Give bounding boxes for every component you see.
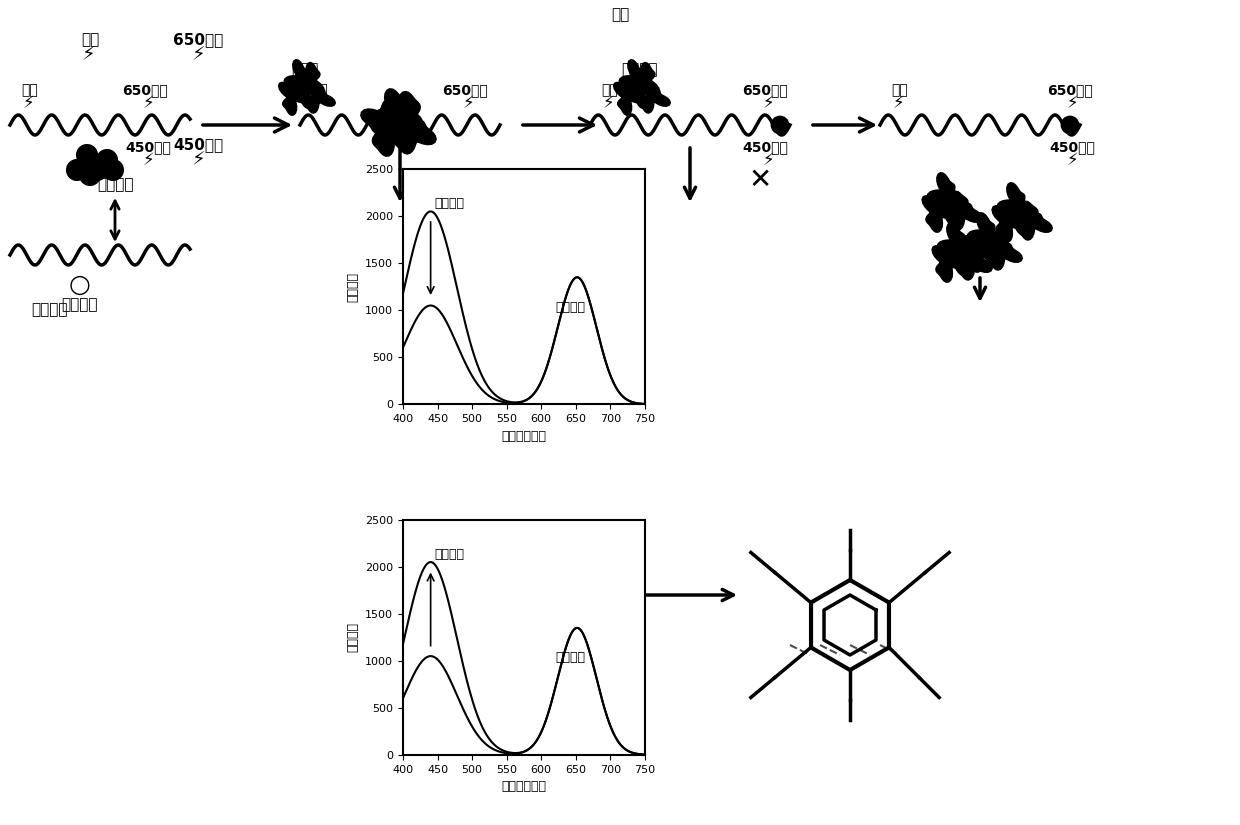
- Polygon shape: [279, 82, 311, 116]
- Text: 铜纳米簇: 铜纳米簇: [556, 652, 585, 664]
- Polygon shape: [931, 191, 968, 225]
- Text: +: +: [72, 165, 82, 175]
- Text: 铜纳米簇: 铜纳米簇: [556, 301, 585, 314]
- Polygon shape: [987, 233, 1022, 270]
- Text: 激发: 激发: [81, 32, 99, 48]
- Text: 450纳米: 450纳米: [172, 138, 223, 153]
- Text: 精氨酸: 精氨酸: [291, 63, 319, 78]
- Polygon shape: [370, 112, 412, 156]
- Text: 碳量子点: 碳量子点: [434, 197, 464, 210]
- Text: 650纳米: 650纳米: [443, 83, 487, 97]
- Polygon shape: [1017, 204, 1053, 240]
- Text: +: +: [82, 150, 92, 160]
- Polygon shape: [997, 182, 1034, 217]
- Text: 激发: 激发: [892, 83, 909, 97]
- Text: ⚡: ⚡: [191, 150, 205, 169]
- Text: -: -: [88, 170, 92, 180]
- Polygon shape: [378, 107, 422, 149]
- Polygon shape: [947, 194, 982, 230]
- Text: ⚡: ⚡: [1066, 151, 1078, 169]
- Polygon shape: [932, 246, 968, 282]
- Polygon shape: [1002, 201, 1038, 235]
- Polygon shape: [373, 89, 418, 131]
- Polygon shape: [393, 110, 436, 154]
- Text: +: +: [103, 155, 112, 165]
- Polygon shape: [361, 99, 403, 143]
- Text: ⚡: ⚡: [603, 94, 614, 112]
- Circle shape: [67, 160, 87, 180]
- Polygon shape: [962, 236, 998, 272]
- Polygon shape: [619, 59, 652, 90]
- Text: ⚡: ⚡: [763, 151, 774, 169]
- Text: 450纳米: 450纳米: [1049, 140, 1095, 154]
- Text: ⚡: ⚡: [143, 151, 154, 169]
- X-axis label: 波长（纳米）: 波长（纳米）: [501, 780, 547, 793]
- Text: +: +: [108, 165, 118, 175]
- Y-axis label: 荧光强度: 荧光强度: [347, 271, 360, 302]
- Circle shape: [81, 165, 100, 185]
- Polygon shape: [624, 78, 656, 108]
- Text: 450纳米: 450纳米: [125, 140, 171, 154]
- Text: 激发: 激发: [611, 7, 629, 22]
- Polygon shape: [284, 59, 317, 90]
- Polygon shape: [941, 241, 978, 276]
- Text: ○: ○: [69, 273, 91, 297]
- Polygon shape: [923, 196, 957, 232]
- Polygon shape: [304, 80, 335, 113]
- Polygon shape: [382, 92, 424, 135]
- Polygon shape: [957, 243, 992, 280]
- Text: 650纳米: 650纳米: [172, 32, 223, 48]
- Text: ⚡: ⚡: [81, 45, 95, 64]
- Text: 650纳米: 650纳米: [122, 83, 167, 97]
- Polygon shape: [293, 63, 325, 95]
- Text: 碳量子点: 碳量子点: [434, 548, 464, 561]
- Circle shape: [77, 145, 97, 165]
- Polygon shape: [937, 223, 973, 257]
- Polygon shape: [967, 213, 1004, 247]
- Text: ✕: ✕: [749, 166, 771, 194]
- Text: 650纳米: 650纳米: [742, 83, 787, 97]
- Text: 450纳米: 450纳米: [742, 140, 787, 154]
- Polygon shape: [639, 80, 671, 113]
- Text: -: -: [94, 165, 99, 175]
- Polygon shape: [614, 82, 646, 116]
- Circle shape: [103, 160, 123, 180]
- Text: 铜纳米簇: 铜纳米簇: [32, 303, 68, 318]
- Y-axis label: 荧光强度: 荧光强度: [347, 622, 360, 653]
- Text: 静电结合: 静电结合: [97, 177, 133, 192]
- Text: ⚡: ⚡: [143, 94, 154, 112]
- Circle shape: [1061, 117, 1078, 133]
- X-axis label: 波长（纳米）: 波长（纳米）: [501, 430, 547, 442]
- Text: ⚡: ⚡: [191, 45, 205, 64]
- Text: ⚡: ⚡: [22, 94, 33, 112]
- Polygon shape: [971, 231, 1008, 266]
- Text: ⚡: ⚡: [893, 94, 904, 112]
- Circle shape: [87, 160, 107, 180]
- Text: 扑热息痛: 扑热息痛: [621, 63, 658, 78]
- Polygon shape: [928, 172, 963, 207]
- Text: 激发: 激发: [311, 83, 329, 97]
- Circle shape: [97, 150, 117, 170]
- Polygon shape: [288, 78, 321, 108]
- Text: ⚡: ⚡: [1066, 94, 1078, 112]
- Circle shape: [773, 117, 787, 133]
- Text: ⚡: ⚡: [312, 94, 324, 112]
- Text: 碳量子点: 碳量子点: [62, 298, 98, 313]
- Polygon shape: [627, 63, 660, 95]
- Text: 激发: 激发: [21, 83, 38, 97]
- Text: ⚡: ⚡: [763, 94, 774, 112]
- Text: ⚡: ⚡: [463, 94, 474, 112]
- Polygon shape: [992, 205, 1028, 243]
- Text: 650纳米: 650纳米: [1047, 83, 1092, 97]
- Text: 激发: 激发: [601, 83, 619, 97]
